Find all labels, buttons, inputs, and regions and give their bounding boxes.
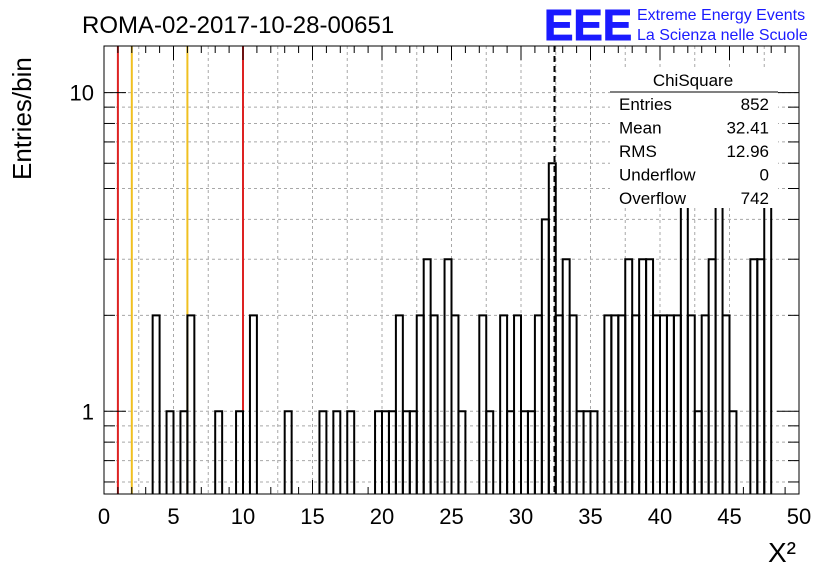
histogram-bin	[603, 314, 613, 494]
histogram-bin	[561, 258, 571, 494]
histogram-bin	[332, 410, 342, 494]
histogram-bin	[214, 410, 224, 494]
histogram-bin	[283, 410, 293, 494]
histogram-bin	[429, 314, 439, 494]
histogram-bin	[394, 314, 404, 494]
histogram-bin	[533, 314, 543, 494]
y-tick-label: 1	[82, 399, 94, 424]
histogram-bin	[186, 314, 196, 494]
histogram-bin	[540, 218, 550, 494]
histogram-bin	[457, 410, 467, 494]
x-tick-label: 5	[167, 504, 179, 529]
histogram-bin	[638, 258, 648, 494]
histogram-bars	[151, 162, 773, 494]
eee-logo-mark: EEE	[544, 1, 632, 50]
histogram-bin	[624, 258, 634, 494]
chart-title: ROMA-02-2017-10-28-00651	[82, 12, 394, 39]
stats-box-title: ChiSquare	[653, 71, 733, 90]
histogram-bin	[617, 314, 627, 494]
histogram-bin	[631, 314, 641, 494]
histogram-bin	[652, 314, 661, 494]
histogram-bin	[763, 187, 773, 494]
histogram-bin	[318, 410, 328, 494]
x-tick-label: 10	[231, 504, 255, 529]
histogram-bin	[165, 410, 175, 494]
x-tick-label: 35	[578, 504, 602, 529]
x-tick-label: 50	[787, 504, 811, 529]
histogram-bin	[151, 314, 161, 494]
histogram-bin	[700, 314, 710, 494]
stats-row-value: 0	[760, 166, 769, 185]
x-tick-label: 45	[717, 504, 741, 529]
histogram-bin	[346, 410, 356, 494]
histogram-bin	[513, 314, 522, 494]
stats-row-value: 742	[741, 189, 769, 208]
y-tick-label: 10	[70, 81, 94, 106]
histogram-bin	[672, 314, 682, 494]
stats-box-bg	[610, 68, 778, 208]
tick-labels: 0 5 10 15 20 25 30 35 40 45 50 1 10	[70, 81, 812, 529]
stats-box: ChiSquare Entries 852 Mean 32.41 RMS 12.96 Und…	[610, 68, 778, 208]
histogram-bin	[415, 314, 425, 494]
histogram-bin	[248, 314, 258, 494]
x-axis-label: X²	[768, 537, 796, 568]
histogram-bin	[679, 162, 689, 494]
histogram-bin	[568, 314, 578, 494]
histogram-bin	[422, 258, 432, 494]
eee-logo-line2: La Scienza nelle Scuole	[637, 27, 808, 44]
stats-row-value: 32.41	[726, 119, 769, 138]
histogram-bin	[721, 314, 731, 494]
histogram-bin	[499, 314, 509, 494]
histogram-bin	[485, 410, 495, 494]
eee-logo: EEE Extreme Energy Events La Scienza nel…	[544, 1, 808, 51]
histogram-bin	[707, 258, 717, 494]
threshold-markers	[116, 46, 556, 494]
x-tick-label: 20	[370, 504, 394, 529]
histogram-bin	[728, 410, 738, 494]
stats-row-value: 852	[741, 95, 769, 114]
stats-row-label: Underflow	[619, 166, 696, 185]
stats-row-label: RMS	[619, 142, 657, 161]
histogram-bin	[749, 258, 759, 494]
histogram-bin	[756, 258, 766, 494]
stats-row-label: Entries	[619, 95, 672, 114]
x-tick-label: 30	[509, 504, 533, 529]
histogram-bin	[659, 314, 668, 494]
x-tick-label: 40	[648, 504, 672, 529]
eee-logo-line1: Extreme Energy Events	[637, 7, 805, 24]
stats-row-label: Overflow	[619, 189, 687, 208]
histogram-bin	[554, 314, 564, 494]
x-tick-label: 25	[439, 504, 463, 529]
histogram-bin	[450, 314, 460, 494]
stats-row-value: 12.96	[726, 142, 769, 161]
histogram-bin	[589, 410, 599, 494]
stats-row-label: Mean	[619, 119, 662, 138]
histogram-bin	[610, 314, 620, 494]
histogram-bin	[645, 258, 655, 494]
x-tick-label: 0	[98, 504, 110, 529]
histogram-bin	[665, 314, 675, 494]
histogram-bin	[443, 258, 453, 494]
x-tick-label: 15	[300, 504, 324, 529]
histogram-bin	[686, 314, 696, 494]
histogram-bin	[714, 162, 724, 494]
y-axis-label: Entries/bin	[7, 57, 37, 180]
histogram-bin	[478, 314, 488, 494]
axis-ticks	[103, 46, 800, 494]
histogram-bin	[235, 410, 244, 494]
